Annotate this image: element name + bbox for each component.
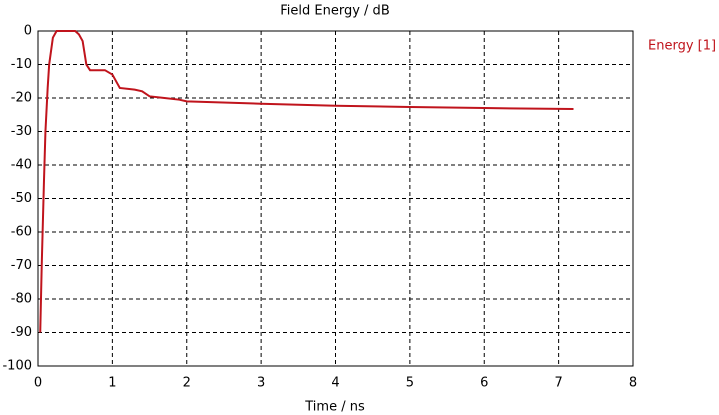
legend-label: Energy [1]: [648, 39, 716, 54]
x-tick-label: 5: [406, 376, 414, 391]
x-tick-label: 2: [183, 376, 191, 391]
y-tick-label: -90: [11, 325, 32, 340]
x-tick-label: 0: [34, 376, 42, 391]
y-tick-label: -70: [11, 258, 32, 273]
x-tick-label: 7: [554, 376, 562, 391]
x-tick-label: 4: [331, 376, 339, 391]
y-tick-label: -80: [11, 292, 32, 307]
chart-title: Field Energy / dB: [280, 4, 389, 19]
x-tick-label: 6: [480, 376, 488, 391]
x-tick-label: 3: [257, 376, 265, 391]
y-tick-label: -10: [11, 57, 32, 72]
y-tick-label: -100: [2, 359, 32, 374]
y-tick-label: -60: [11, 225, 32, 240]
y-tick-label: -50: [11, 191, 32, 206]
y-tick-label: -40: [11, 158, 32, 173]
x-tick-label: 1: [108, 376, 116, 391]
x-axis-label: Time / ns: [304, 400, 365, 415]
y-tick-label: 0: [24, 24, 32, 39]
data-line: [39, 30, 574, 333]
x-tick-label: 8: [629, 376, 637, 391]
plot-border: [37, 30, 634, 367]
y-tick-label: -30: [11, 124, 32, 139]
y-tick-label: -20: [11, 91, 32, 106]
